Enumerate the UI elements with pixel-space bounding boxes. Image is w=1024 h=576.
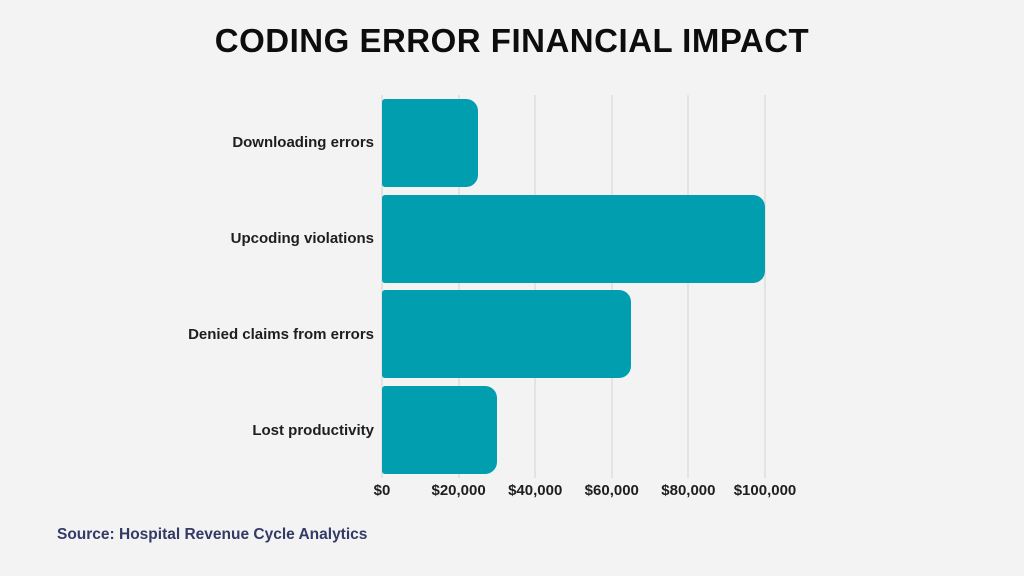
x-tick-label: $40,000	[508, 482, 563, 499]
gridline	[457, 95, 460, 478]
category-label: Denied claims from errors	[188, 325, 374, 343]
bar	[382, 194, 765, 283]
x-tick-label: $60,000	[584, 482, 639, 499]
bar	[382, 290, 631, 379]
category-label: Upcoding violations	[230, 230, 374, 248]
gridline	[381, 95, 383, 478]
gridline	[687, 95, 690, 478]
gridline	[610, 95, 613, 478]
category-labels: Downloading errors Upcoding violations Den…	[0, 95, 374, 478]
gridline	[534, 95, 537, 478]
category-label: Lost productivity	[252, 421, 374, 439]
plot-area	[381, 95, 766, 478]
x-tick-label: $80,000	[661, 482, 716, 499]
x-tick-label: $20,000	[431, 482, 486, 499]
source-note: Source: Hospital Revenue Cycle Analytics	[57, 526, 368, 543]
chart-title: CODING ERROR FINANCIAL IMPACT	[214, 22, 810, 59]
gridline	[764, 95, 766, 478]
category-label: Downloading errors	[232, 134, 374, 152]
x-tick-label: $0	[373, 482, 391, 499]
bar	[382, 98, 478, 187]
x-axis: $0 $20,000 $40,000 $60,000 $80,000 $100,000	[374, 482, 797, 504]
x-tick-label: $100,000	[733, 482, 797, 499]
bar	[382, 386, 497, 475]
